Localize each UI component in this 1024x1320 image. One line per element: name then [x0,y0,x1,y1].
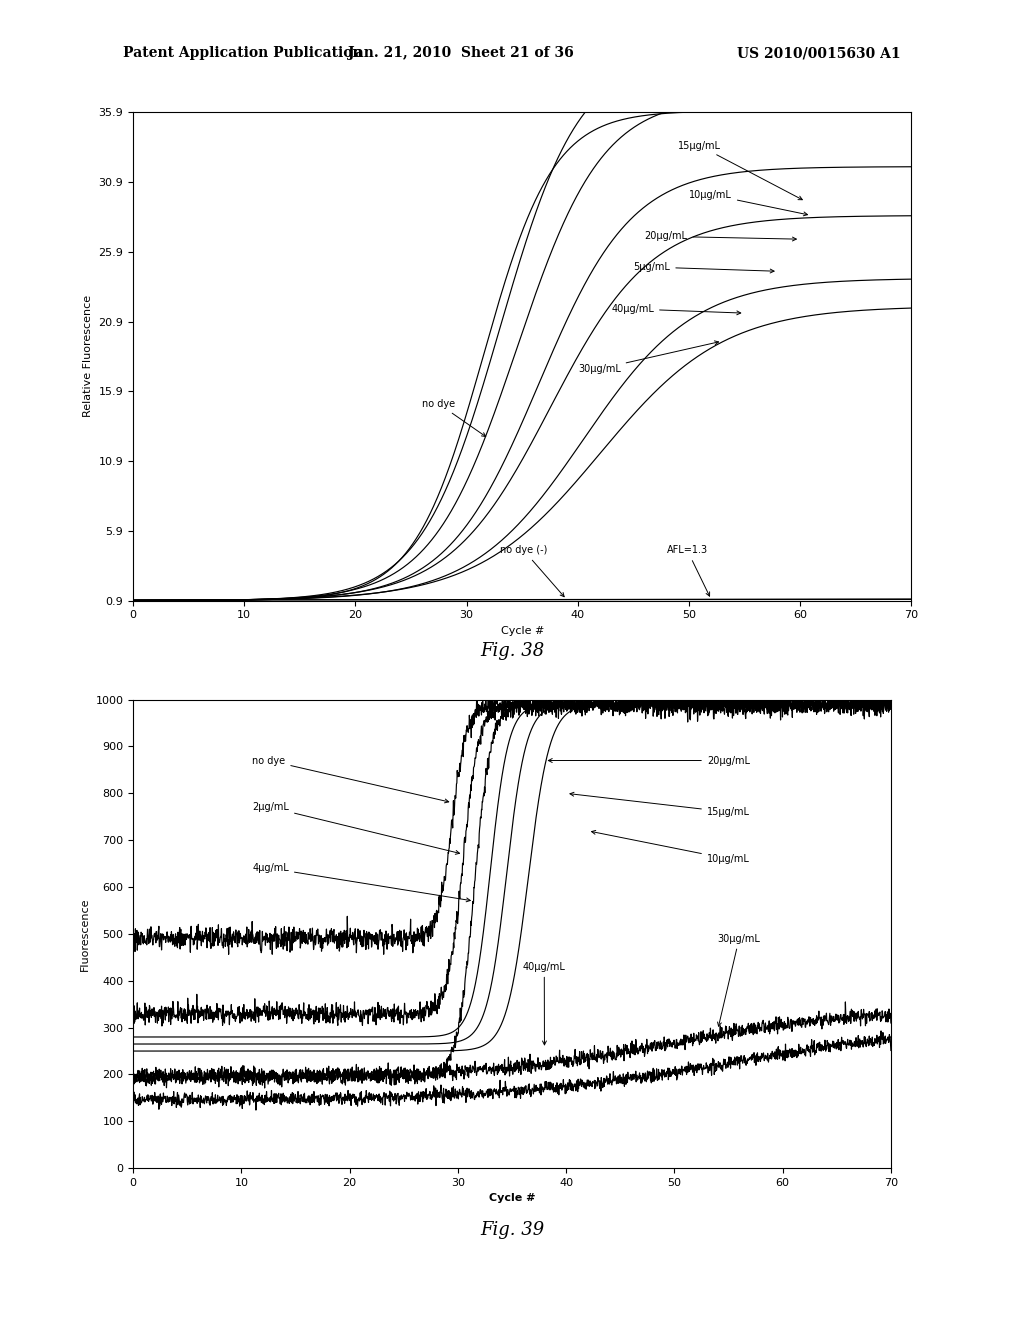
Text: no dye: no dye [252,755,449,803]
X-axis label: Cycle #: Cycle # [488,1193,536,1204]
Text: no dye (-): no dye (-) [500,545,564,597]
Text: 5μg/mL: 5μg/mL [634,263,774,273]
Text: AFL=1.3: AFL=1.3 [667,545,710,597]
Text: 40μg/mL: 40μg/mL [611,304,740,314]
Text: 30μg/mL: 30μg/mL [718,933,761,1026]
Text: 4μg/mL: 4μg/mL [252,863,470,902]
Text: 20μg/mL: 20μg/mL [644,231,797,242]
Text: 40μg/mL: 40μg/mL [523,962,565,1045]
Y-axis label: Fluorescence: Fluorescence [80,898,90,970]
Y-axis label: Relative Fluorescence: Relative Fluorescence [83,296,93,417]
Text: 15μg/mL: 15μg/mL [570,792,750,817]
X-axis label: Cycle #: Cycle # [501,626,544,636]
Text: 10μg/mL: 10μg/mL [592,830,750,863]
Text: no dye: no dye [422,399,485,437]
Text: 15μg/mL: 15μg/mL [678,141,803,199]
Text: Fig. 39: Fig. 39 [480,1221,544,1239]
Text: US 2010/0015630 A1: US 2010/0015630 A1 [737,46,901,61]
Text: Fig. 38: Fig. 38 [480,642,544,660]
Text: 30μg/mL: 30μg/mL [578,341,719,374]
Text: 20μg/mL: 20μg/mL [548,755,750,766]
Text: Jan. 21, 2010  Sheet 21 of 36: Jan. 21, 2010 Sheet 21 of 36 [348,46,573,61]
Text: Patent Application Publication: Patent Application Publication [123,46,362,61]
Text: 2μg/mL: 2μg/mL [252,803,460,854]
Text: 10μg/mL: 10μg/mL [689,190,808,215]
